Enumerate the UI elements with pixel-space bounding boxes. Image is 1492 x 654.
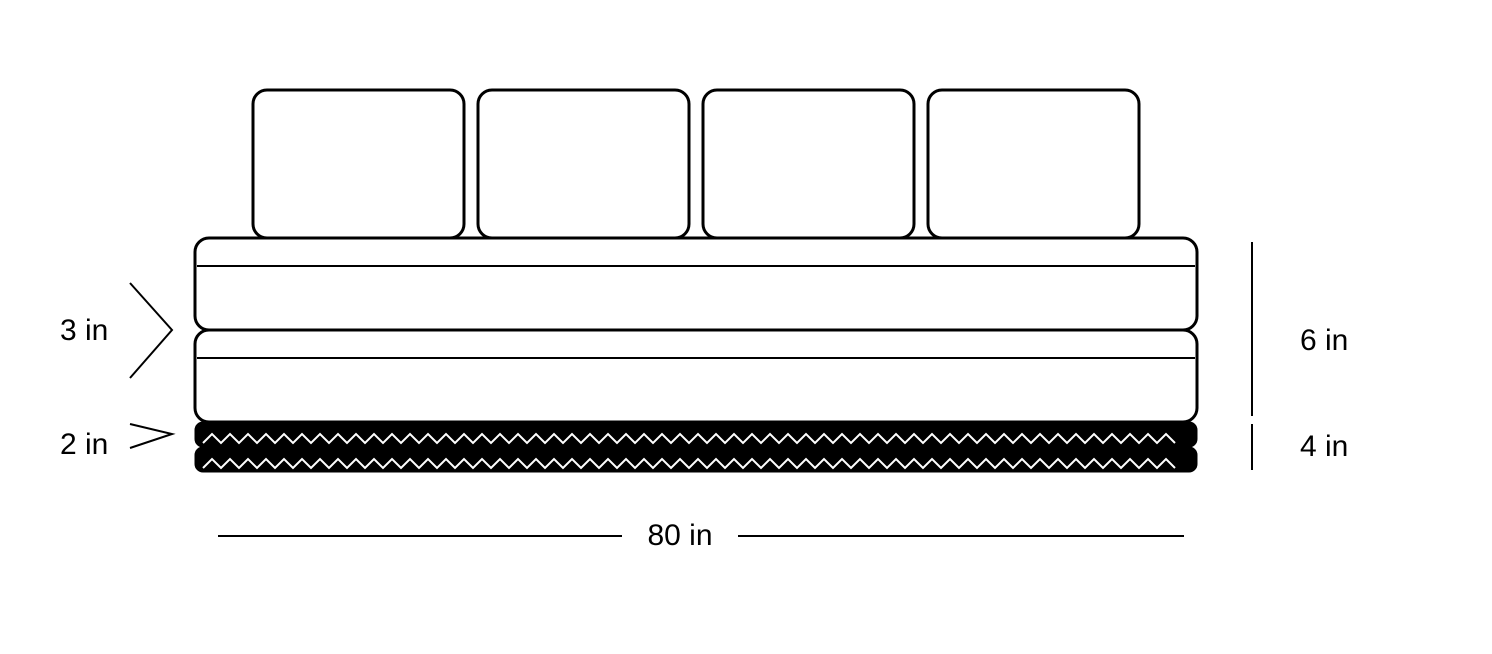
dim-caret-left-upper — [130, 283, 172, 378]
back-cushion — [478, 90, 689, 238]
base-layer — [195, 422, 1197, 447]
dim-label-4in: 4 in — [1300, 430, 1348, 463]
dim-label-2in: 2 in — [60, 428, 108, 461]
dim-label-3in: 3 in — [60, 314, 108, 347]
back-cushion — [703, 90, 914, 238]
seat-layer — [195, 330, 1197, 422]
base-layer — [195, 447, 1197, 472]
back-cushion — [253, 90, 464, 238]
seat-layer — [195, 238, 1197, 330]
dim-caret-left-lower — [130, 424, 172, 448]
sofa-dimension-diagram: 3 in 2 in 6 in 4 in 80 in — [0, 0, 1492, 654]
back-cushion — [928, 90, 1139, 238]
dim-label-80in: 80 in — [647, 519, 712, 552]
dim-label-6in: 6 in — [1300, 324, 1348, 357]
